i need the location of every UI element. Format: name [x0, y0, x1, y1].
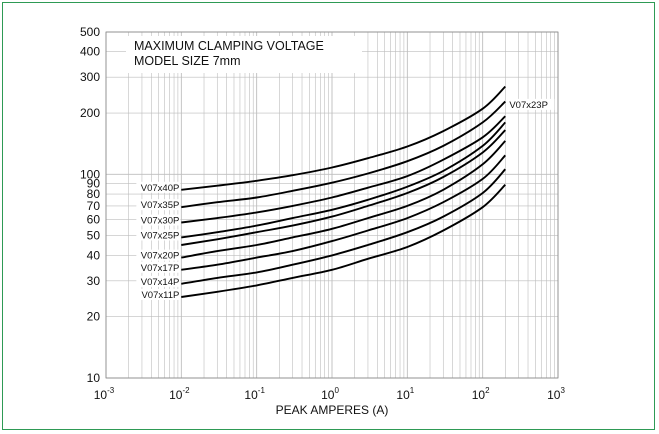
curve-v07x25p	[181, 121, 506, 239]
curves	[181, 85, 507, 298]
curve-v07x14p	[181, 168, 507, 285]
series-label: V07x11P	[141, 290, 179, 301]
x-tick-label: 10-1	[244, 386, 265, 402]
x-tick-label: 101	[396, 386, 414, 402]
curve-v07x35p	[181, 100, 506, 209]
series-label: V07x20P	[141, 251, 180, 262]
x-tick-label: 100	[321, 386, 339, 402]
x-tick-label: 102	[472, 386, 490, 402]
curve-v07x11p	[181, 184, 506, 298]
series-label-bg	[136, 214, 181, 226]
y-tick-label: 80	[87, 187, 101, 201]
series-label: V07x30P	[141, 216, 180, 227]
y-tick-label: 70	[87, 199, 101, 213]
y-tick-label: 20	[87, 310, 101, 324]
y-tick-label: 100	[80, 167, 100, 181]
series-label-bg	[136, 181, 181, 193]
series-label-bg	[136, 229, 181, 241]
series-labels: V07x40P V07x35P V07x30P V07x25P V07x23P V07x2…	[136, 98, 555, 301]
series-label: V07x35P	[141, 200, 180, 211]
x-axis-title: PEAK AMPERES (A)	[276, 403, 389, 417]
chart-frame: 10 20 30 40 50 60 70 80 90 100 200 300 400 500 10-3 10…	[2, 2, 655, 430]
y-tick-label: 30	[87, 274, 101, 288]
y-tick-label: 10	[87, 371, 101, 385]
x-tick-label: 10-2	[169, 386, 190, 402]
series-label: V07x14P	[141, 277, 180, 288]
series-label-bg	[508, 98, 555, 110]
chart-title: MAXIMUM CLAMPING VOLTAGE	[134, 39, 324, 53]
series-label-bg	[136, 261, 181, 273]
y-tick-label: 500	[80, 25, 100, 39]
y-tick-label: 40	[87, 248, 101, 262]
grid	[105, 31, 559, 379]
x-tick-labels: 10-3 10-2 10-1 100 101 102 103	[94, 386, 566, 402]
series-label: V07x25P	[141, 230, 180, 241]
x-tick-label: 10-3	[94, 386, 115, 402]
y-tick-label: 300	[80, 70, 100, 84]
curve-v07x23p	[181, 129, 506, 246]
y-tick-label: 90	[87, 177, 101, 191]
y-tick-label: 400	[80, 45, 100, 59]
series-label-bg	[136, 199, 181, 211]
x-tick-label: 103	[547, 386, 565, 402]
plot-border	[105, 31, 559, 379]
curve-v07x20p	[181, 140, 506, 259]
curve-v07x40p	[181, 85, 506, 191]
curve-v07x30p	[181, 115, 506, 224]
y-tick-label: 60	[87, 213, 101, 227]
y-tick-label: 50	[87, 229, 101, 243]
series-label: V07x40P	[141, 183, 180, 194]
chart-subtitle: MODEL SIZE 7mm	[134, 54, 241, 68]
y-tick-label: 200	[80, 106, 100, 120]
series-label-bg	[136, 249, 181, 261]
series-label: V07x17P	[141, 263, 180, 274]
curve-v07x17p	[181, 154, 506, 271]
series-label-bg	[136, 275, 181, 287]
title-box	[126, 36, 362, 73]
series-label-bg	[136, 288, 181, 300]
series-label: V07x23P	[509, 100, 548, 111]
